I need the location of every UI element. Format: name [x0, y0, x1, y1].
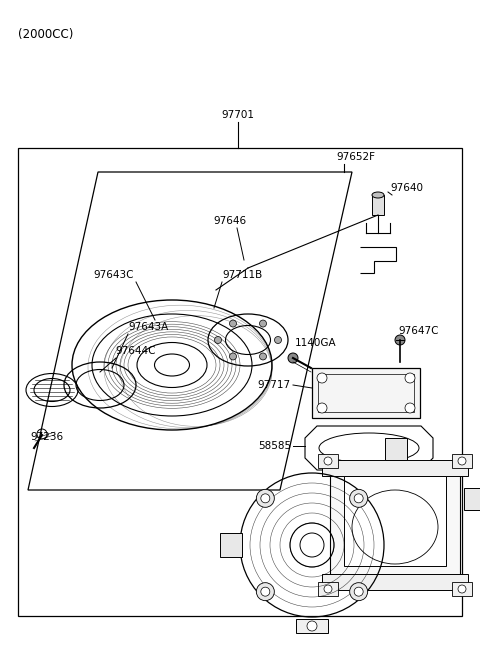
Text: 97646: 97646 — [214, 216, 247, 226]
Circle shape — [405, 403, 415, 413]
Circle shape — [260, 353, 266, 360]
Bar — [312, 368, 420, 418]
Circle shape — [288, 353, 298, 363]
Text: 97717: 97717 — [258, 380, 291, 390]
Text: 97652F: 97652F — [336, 152, 375, 162]
Circle shape — [215, 337, 221, 344]
Text: 97643C: 97643C — [94, 270, 134, 280]
Bar — [18, 148, 462, 616]
Circle shape — [317, 403, 327, 413]
Circle shape — [261, 587, 270, 596]
Text: (2000CC): (2000CC) — [18, 28, 73, 41]
Text: 1140GA: 1140GA — [295, 338, 336, 348]
Circle shape — [405, 373, 415, 383]
Bar — [322, 574, 468, 590]
Text: 58585: 58585 — [258, 441, 291, 451]
Bar — [452, 454, 472, 468]
Circle shape — [256, 489, 275, 507]
Bar — [385, 438, 407, 460]
Bar — [344, 476, 446, 566]
Circle shape — [458, 457, 466, 465]
Bar — [220, 533, 242, 557]
Circle shape — [229, 320, 237, 327]
Circle shape — [395, 335, 405, 345]
Bar — [452, 582, 472, 596]
Bar — [318, 374, 414, 412]
Bar — [330, 468, 460, 578]
Circle shape — [354, 494, 363, 503]
Circle shape — [317, 373, 327, 383]
Text: 97644C: 97644C — [115, 346, 156, 356]
Text: 97711B: 97711B — [222, 270, 262, 280]
Circle shape — [354, 587, 363, 596]
Circle shape — [275, 337, 281, 344]
Bar — [372, 195, 384, 215]
Circle shape — [260, 320, 266, 327]
Text: 97640: 97640 — [390, 183, 423, 193]
Text: 97647C: 97647C — [398, 326, 439, 336]
Circle shape — [324, 585, 332, 593]
Circle shape — [458, 585, 466, 593]
Circle shape — [307, 621, 317, 631]
Circle shape — [324, 457, 332, 465]
Bar — [318, 454, 338, 468]
Bar — [296, 619, 328, 633]
Circle shape — [261, 494, 270, 503]
Circle shape — [256, 583, 275, 601]
Ellipse shape — [372, 192, 384, 198]
Text: 97236: 97236 — [30, 432, 63, 442]
Text: 97701: 97701 — [221, 110, 254, 120]
Circle shape — [229, 353, 237, 360]
Bar — [464, 488, 480, 510]
Text: 97643A: 97643A — [128, 322, 168, 332]
Circle shape — [349, 489, 368, 507]
Bar — [318, 582, 338, 596]
Bar — [322, 460, 468, 476]
Circle shape — [349, 583, 368, 601]
